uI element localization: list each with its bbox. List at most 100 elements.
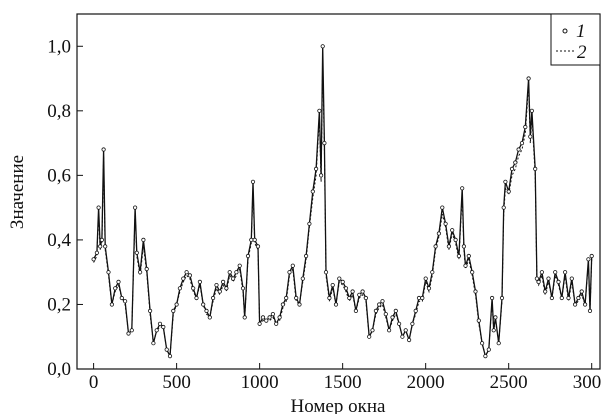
series-1-point	[499, 295, 505, 301]
legend: 1 2	[550, 13, 601, 66]
series-1-point	[264, 318, 269, 323]
y-axis-title: Значение	[7, 155, 28, 229]
series-1-point	[440, 205, 445, 210]
series-1-point	[214, 282, 219, 288]
series-1-point	[586, 257, 591, 262]
y-tick-label: 0,8	[47, 101, 71, 122]
legend-box	[550, 13, 601, 66]
x-tick-label: 1500	[324, 372, 362, 393]
y-tick-label: 0,0	[47, 359, 71, 380]
series-1-point	[194, 295, 199, 301]
series-1-point	[576, 295, 581, 301]
series-1-point	[267, 315, 272, 320]
series-1-point	[343, 286, 349, 291]
series-1-point	[252, 237, 257, 242]
y-tick-label: 0,2	[47, 294, 71, 315]
series-1-point	[353, 308, 358, 313]
series-1-point	[151, 341, 156, 346]
series-1-point	[373, 308, 378, 313]
series-1-point	[274, 321, 279, 326]
y-tick-label: 0,6	[47, 165, 71, 186]
series-1-point	[221, 279, 226, 284]
series-1-point	[549, 295, 555, 301]
series-1-point	[167, 353, 173, 359]
series-1-point	[106, 270, 111, 275]
series-1-point	[509, 166, 515, 171]
series-1-point	[113, 286, 118, 291]
series-1-point	[322, 141, 327, 146]
series-1-point	[318, 173, 324, 178]
series-1-point	[234, 270, 239, 275]
series-1-point	[479, 341, 485, 346]
series-1-point	[413, 308, 418, 313]
series-1-point	[323, 270, 329, 275]
series-1-point	[363, 295, 368, 301]
series-1-point	[123, 299, 128, 304]
series-1-point	[446, 244, 451, 249]
series-1-point	[284, 295, 289, 301]
series-1-point	[493, 315, 498, 320]
series-1-point	[501, 205, 506, 210]
series-2-group	[93, 59, 593, 358]
series-1-point	[174, 302, 179, 307]
series-1-point	[303, 253, 309, 259]
series-1-point	[546, 276, 551, 281]
legend-label-series-2: 2	[577, 42, 587, 63]
series-1-point	[330, 282, 335, 288]
series-1-point	[101, 147, 106, 152]
series-1-point	[400, 334, 405, 339]
series-1-point	[157, 321, 163, 326]
series-1-point	[237, 263, 242, 268]
series-1-point	[197, 279, 202, 284]
series-1-point	[443, 221, 448, 226]
series-1-point	[184, 270, 189, 275]
series-1-point	[456, 253, 461, 259]
x-tick-label: 2500	[490, 372, 528, 393]
series-1-point	[529, 108, 535, 113]
series-1-point	[181, 276, 186, 281]
series-1-point	[489, 295, 495, 301]
series-1-point	[519, 141, 525, 146]
series-1-point	[516, 147, 521, 152]
series-1-point	[98, 244, 103, 249]
series-1-point	[513, 160, 518, 165]
series-1-point	[91, 257, 96, 262]
series-1-point	[204, 308, 209, 313]
series-1-point	[589, 253, 594, 259]
series-1-point	[134, 250, 139, 255]
series-1-point	[217, 289, 222, 294]
series-1-point	[154, 328, 159, 333]
series-1-point	[430, 270, 435, 275]
series-1-point	[539, 270, 545, 275]
series-1-point	[327, 295, 332, 301]
series-1-point	[144, 266, 149, 272]
series-1-point	[393, 308, 398, 313]
series-1-point	[94, 250, 100, 255]
series-1-point	[133, 205, 138, 210]
series-1-point	[187, 273, 192, 278]
series-1-point	[579, 289, 584, 294]
series-1-point	[171, 308, 176, 313]
series-1-point	[556, 279, 561, 284]
series-1-point	[491, 328, 496, 333]
series-1-point	[582, 302, 588, 307]
series-1-point	[211, 295, 216, 301]
series-1-point	[483, 353, 488, 359]
series-1-point	[506, 189, 511, 194]
series-1-point	[255, 244, 261, 249]
series-1-point	[496, 341, 501, 346]
series-1-point	[224, 286, 229, 291]
series-1-point	[562, 270, 568, 275]
series-1-point	[436, 231, 441, 236]
series-1-point	[161, 324, 166, 330]
series-1-point	[126, 331, 131, 336]
series-1-trace	[93, 46, 593, 359]
series-1-point	[390, 315, 395, 320]
series-1-point	[406, 337, 412, 343]
series-1-point	[367, 334, 372, 339]
series-1-group	[91, 44, 594, 359]
series-1-point	[245, 253, 251, 259]
series-1-point	[103, 244, 108, 249]
series-1-point	[257, 321, 262, 326]
